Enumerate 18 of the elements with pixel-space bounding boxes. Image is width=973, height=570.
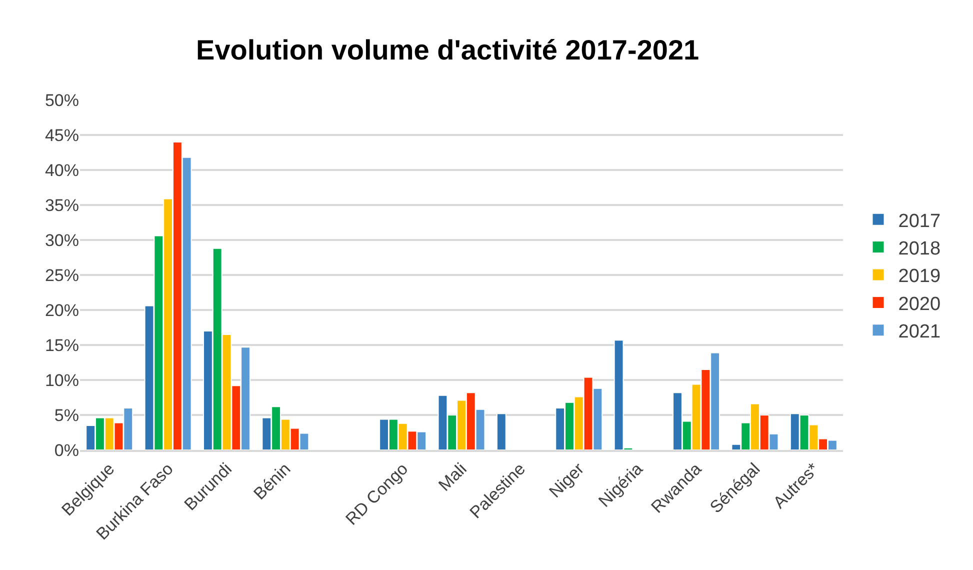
legend-label: 2018 xyxy=(898,238,941,260)
y-tick-label: 50% xyxy=(44,90,79,110)
y-tick-label: 0% xyxy=(54,440,79,460)
y-tick-label: 20% xyxy=(44,300,79,320)
legend-label: 2021 xyxy=(898,322,941,343)
legend-label: 2019 xyxy=(898,266,941,288)
y-tick-label: 5% xyxy=(54,406,79,425)
bar xyxy=(496,413,506,450)
y-tick-label: 35% xyxy=(44,196,79,215)
y-tick-label: 40% xyxy=(44,160,79,180)
y-tick-label: 30% xyxy=(44,230,79,250)
y-tick-label: 10% xyxy=(44,370,79,390)
y-tick-label: 25% xyxy=(44,266,79,285)
legend-label: 2020 xyxy=(898,294,941,315)
legend-label: 2017 xyxy=(898,210,941,232)
chart-title: Evolution volume d'activité 2017-2021 xyxy=(196,34,700,66)
y-tick-label: 15% xyxy=(44,336,79,355)
y-tick-label: 45% xyxy=(44,126,79,145)
